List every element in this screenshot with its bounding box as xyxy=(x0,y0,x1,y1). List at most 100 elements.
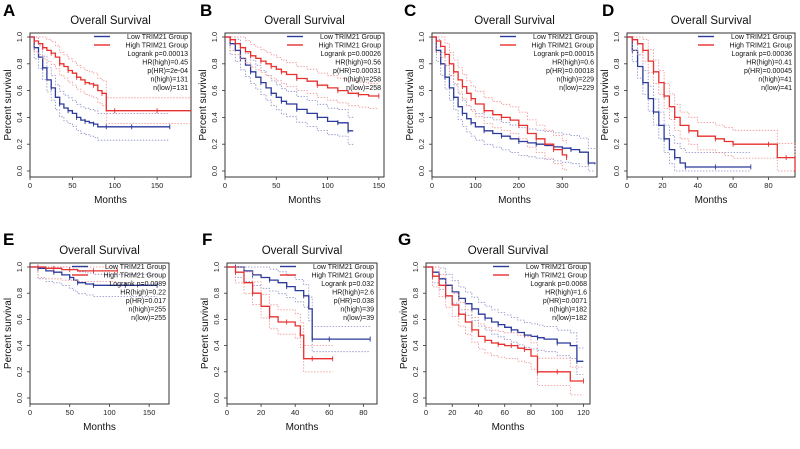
y-tick-label: 0.6 xyxy=(411,314,420,324)
x-axis-label: Months xyxy=(492,422,525,433)
ci-upper-high xyxy=(225,36,379,84)
x-tick-label: 80 xyxy=(359,408,367,417)
legend-stat: p(HR)=0.00045 xyxy=(744,68,792,75)
y-tick-label: 1.0 xyxy=(212,262,221,272)
x-axis-label: Months xyxy=(695,195,728,206)
legend-stat: n(high)=258 xyxy=(343,77,381,84)
x-tick-label: 20 xyxy=(257,408,265,417)
y-tick-label: 1.0 xyxy=(210,32,219,42)
legend-stat: HR(high)=0.22 xyxy=(120,290,166,297)
x-tick-label: 150 xyxy=(373,181,386,190)
legend: Low TRIM21 Group High TRIM21 GroupLogrank… xyxy=(287,34,381,92)
ci-lower-high xyxy=(627,36,795,172)
legend-stat: n(low)=131 xyxy=(153,85,188,92)
y-tick-label: 0.2 xyxy=(411,367,420,377)
panel-b: B Overall Survival 0 50 100 150 0.0 0.2 0.4 0.6 0.… xyxy=(198,1,385,206)
x-axis-label: Months xyxy=(94,195,127,206)
y-axis-label: Percent survival xyxy=(3,298,14,369)
legend-stat: p(HR)=0.017 xyxy=(126,298,166,305)
x-tick-label: 40 xyxy=(291,408,299,417)
legend: Low TRIM21 Group High TRIM21 GroupLogrank… xyxy=(280,264,374,322)
panel-c: C Overall Survival 0 100 200 300 0.0 0.2 0.4 0.6 0… xyxy=(404,1,598,206)
legend-stat: n(high)=39 xyxy=(340,307,374,314)
ci-upper-low xyxy=(227,266,371,327)
x-tick-label: 60 xyxy=(325,408,333,417)
chart-title: Overall Survival xyxy=(474,15,555,27)
panel-letter: D xyxy=(602,1,614,20)
x-tick-label: 80 xyxy=(527,408,535,417)
x-tick-label: 100 xyxy=(469,181,482,190)
legend-stat: n(high)=182 xyxy=(549,307,587,314)
legend-label-low: Low TRIM21 Group xyxy=(526,264,587,271)
panel-e: E Overall Survival 0 50 100 150 0.0 0.2 0.4 0.6 0.… xyxy=(3,230,170,433)
panel-g: G Overall Survival 0 20 40 60 80 100 120 0.0 0.2 0.… xyxy=(398,230,591,433)
survival-curve-high xyxy=(227,266,333,360)
y-tick-label: 0.8 xyxy=(210,59,219,69)
y-axis-label: Percent survival xyxy=(405,69,416,140)
x-tick-label: 150 xyxy=(151,181,164,190)
legend-stat: n(low)=229 xyxy=(559,85,594,92)
y-tick-label: 0.0 xyxy=(411,393,420,403)
survival-curve-high xyxy=(627,36,796,171)
legend-stat: Logrank p=0.00015 xyxy=(533,51,594,58)
legend-stat: n(low)=255 xyxy=(131,315,166,322)
legend-label-low: Low TRIM21 Group xyxy=(105,264,166,271)
x-tick-label: 0 xyxy=(223,181,227,190)
y-tick-label: 0.0 xyxy=(15,166,24,176)
y-tick-label: 0.2 xyxy=(15,139,24,149)
y-tick-label: 0.4 xyxy=(15,112,24,122)
x-tick-label: 150 xyxy=(143,408,156,417)
y-tick-label: 0.2 xyxy=(212,367,221,377)
y-tick-label: 0.6 xyxy=(212,314,221,324)
y-axis-label: Percent survival xyxy=(399,298,410,369)
survival-curve-high xyxy=(225,36,379,97)
y-tick-label: 0.8 xyxy=(212,288,221,298)
y-axis-label: Percent survival xyxy=(3,69,14,140)
y-axis-label: Percent survival xyxy=(600,69,611,140)
legend-stat: n(high)=255 xyxy=(128,307,166,314)
x-tick-label: 0 xyxy=(625,181,629,190)
legend-label-high: High TRIM21 Group xyxy=(531,43,594,50)
chart-title: Overall Survival xyxy=(468,245,549,257)
plot-frame xyxy=(226,262,378,405)
x-tick-label: 0 xyxy=(430,181,434,190)
survival-curve-low xyxy=(30,36,170,128)
x-tick-label: 100 xyxy=(108,181,121,190)
survival-curve-high xyxy=(432,36,568,158)
legend-stat: Logrank p=0.00036 xyxy=(731,51,792,58)
ci-upper-low xyxy=(627,36,751,153)
legend-stat: HR(high)=2.6 xyxy=(332,290,374,297)
plot-frame xyxy=(431,32,598,178)
x-tick-label: 50 xyxy=(68,181,76,190)
legend-stat: n(low)=39 xyxy=(343,315,374,322)
legend-label-high: High TRIM21 Group xyxy=(103,273,166,280)
legend-stat: Logrank p=0.00013 xyxy=(127,51,188,58)
legend: Low TRIM21 Group High TRIM21 GroupLogrank… xyxy=(94,34,188,92)
y-axis-label: Percent survival xyxy=(200,298,211,369)
y-tick-label: 0.6 xyxy=(15,314,24,324)
y-tick-label: 0.6 xyxy=(612,85,621,95)
legend-stat: n(low)=182 xyxy=(552,315,587,322)
y-tick-label: 0.4 xyxy=(411,340,420,350)
y-tick-label: 1.0 xyxy=(417,32,426,42)
x-axis-label: Months xyxy=(83,422,116,433)
x-tick-label: 20 xyxy=(448,408,456,417)
legend-stat: n(high)=229 xyxy=(556,77,594,84)
legend-stat: HR(high)=1.6 xyxy=(545,290,587,297)
x-tick-label: 0 xyxy=(225,408,229,417)
panel-a: A Overall Survival 0 50 100 150 0.0 0.2 0.4 0.6 0.… xyxy=(3,1,192,206)
y-tick-label: 0.2 xyxy=(417,139,426,149)
x-tick-label: 60 xyxy=(501,408,509,417)
y-tick-label: 0.8 xyxy=(411,288,420,298)
legend-stat: n(low)=258 xyxy=(346,85,381,92)
y-tick-label: 1.0 xyxy=(411,262,420,272)
chart-title: Overall Survival xyxy=(264,15,345,27)
y-tick-label: 0.6 xyxy=(417,85,426,95)
panel-letter: A xyxy=(3,1,15,20)
legend-stat: HR(high)=0.45 xyxy=(142,60,188,67)
survival-curve-high xyxy=(426,266,584,382)
y-tick-label: 0.0 xyxy=(15,393,24,403)
x-tick-label: 60 xyxy=(729,181,737,190)
x-tick-label: 300 xyxy=(556,181,569,190)
